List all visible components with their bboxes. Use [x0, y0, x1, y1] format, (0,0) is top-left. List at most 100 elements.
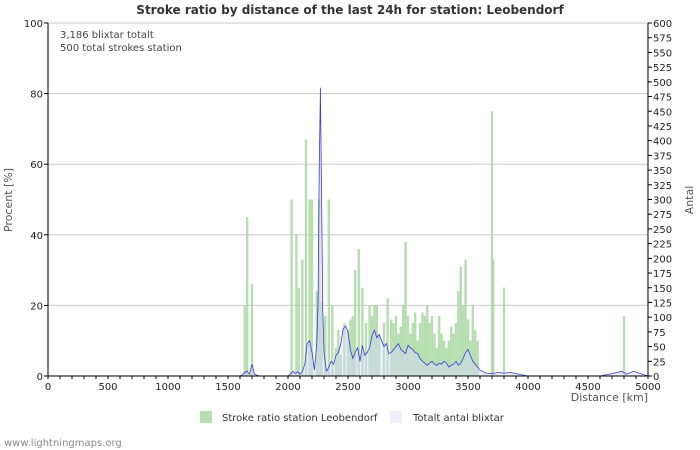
ratio-bar [402, 305, 405, 376]
ratio-bar [476, 340, 479, 376]
ratio-bar [357, 248, 360, 376]
y-ticks-right: 0 25 50 75 100 125 150 175 200 225 250 275 300 325 350… [648, 19, 672, 383]
ratio-bar [433, 333, 436, 376]
line-series [48, 87, 649, 377]
x-tick-label: 500 [98, 382, 117, 393]
ratio-bar [295, 234, 298, 376]
y-tick-label-right: 175 [653, 269, 672, 280]
x-tick-label: 2500 [335, 382, 360, 393]
ratio-bar [327, 199, 330, 376]
y-tick-label-right: 275 [653, 210, 672, 221]
total-strokes-line [48, 87, 649, 377]
ratio-bar [404, 241, 407, 376]
y-tick-label-right: 350 [653, 166, 672, 177]
y-tick-label-right: 100 [653, 313, 672, 324]
x-tick-label: 1500 [215, 382, 240, 393]
ratio-bar [426, 305, 429, 376]
ratio-bar [301, 259, 304, 376]
y-tick-label-right: 200 [653, 254, 672, 265]
y-tick-label-left: 100 [24, 19, 43, 30]
legend-label-line: Totalt antal blixtar [412, 413, 505, 424]
y-tick-label-right: 125 [653, 298, 672, 309]
grid-lines [48, 22, 648, 306]
y-tick-label-left: 20 [30, 301, 43, 312]
ratio-bar [370, 315, 374, 376]
x-tick-label: 4500 [575, 382, 600, 393]
ratio-bar [375, 305, 378, 376]
ratio-bar [490, 111, 494, 376]
ratio-bar [397, 333, 400, 376]
y-tick-label-left: 60 [30, 160, 43, 171]
x-ticks: 0 500 1000 1500 2000 2500 3000 3500 4000 4500 5000 [45, 376, 661, 393]
x-tick-label: 3500 [455, 382, 480, 393]
ratio-bar [373, 305, 376, 376]
ratio-bar [622, 315, 626, 376]
y-tick-label-right: 300 [653, 196, 672, 207]
ratio-bar [450, 326, 453, 376]
ratio-bar [440, 333, 443, 376]
ratio-bar [368, 305, 371, 376]
y-tick-label-right: 325 [653, 181, 672, 192]
ratio-bar [421, 312, 424, 376]
ratio-bar [351, 315, 354, 376]
x-tick-label: 0 [45, 382, 51, 393]
ratio-bar [414, 312, 417, 376]
ratio-bar [250, 284, 254, 376]
ratio-bar [466, 319, 470, 376]
ratio-bar [297, 287, 300, 376]
ratio-bar [474, 330, 477, 376]
ratio-bar [318, 199, 321, 376]
ratio-bar [471, 305, 474, 376]
ratio-bar [290, 199, 293, 376]
ratio-bar [428, 323, 431, 376]
y-tick-label-right: 475 [653, 93, 672, 104]
legend-swatch-line [390, 411, 402, 423]
ratio-bar [454, 323, 458, 376]
ratio-bar [346, 330, 350, 376]
ratio-bar [361, 287, 364, 376]
x-tick-label: 4000 [515, 382, 540, 393]
y-tick-label-right: 500 [653, 78, 672, 89]
ratio-bar [492, 259, 495, 376]
ratio-bar [418, 323, 422, 376]
ratio-bar [457, 291, 460, 376]
y-tick-label-right: 575 [653, 34, 672, 45]
annotation-station: 500 total strokes station [60, 43, 182, 54]
y-tick-label-right: 525 [653, 63, 672, 74]
y-axis-right-label: Antal [683, 186, 696, 215]
legend-swatch-bars [200, 411, 212, 423]
footer-source: www.lightningmaps.org [4, 438, 122, 449]
y-tick-label-right: 550 [653, 48, 672, 59]
ratio-bar [447, 340, 450, 376]
ratio-bar [464, 259, 467, 376]
ratio-bar [469, 340, 472, 376]
ratio-bar [343, 323, 346, 376]
ratio-bar [445, 347, 448, 376]
legend: Stroke ratio station Leobendorf Totalt a… [200, 411, 505, 424]
y-tick-label-right: 25 [653, 357, 666, 368]
ratio-bar [430, 315, 434, 376]
x-tick-label: 5000 [635, 382, 660, 393]
y-ticks-left: 0 20 40 60 80 100 [24, 19, 48, 383]
x-tick-label: 1000 [155, 382, 180, 393]
y-tick-label-right: 400 [653, 137, 672, 148]
ratio-bar [339, 354, 342, 376]
ratio-bar [442, 340, 446, 376]
y-tick-label-left: 40 [30, 231, 43, 242]
ratio-bar [320, 301, 323, 376]
legend-label-bars: Stroke ratio station Leobendorf [222, 413, 378, 424]
ratio-bar [310, 199, 314, 376]
ratio-bar [409, 333, 412, 376]
y-tick-label-left: 80 [30, 90, 43, 101]
ratio-bar [416, 340, 419, 376]
ratio-bar [462, 305, 465, 376]
ratio-bar [331, 305, 334, 376]
x-tick-label: 2000 [275, 382, 300, 393]
ratio-bar [502, 287, 506, 376]
ratio-bar [378, 333, 381, 376]
ratio-bar [452, 333, 455, 376]
ratio-bar [438, 315, 441, 376]
y-tick-label-right: 50 [653, 343, 666, 354]
ratio-bar [334, 347, 338, 376]
